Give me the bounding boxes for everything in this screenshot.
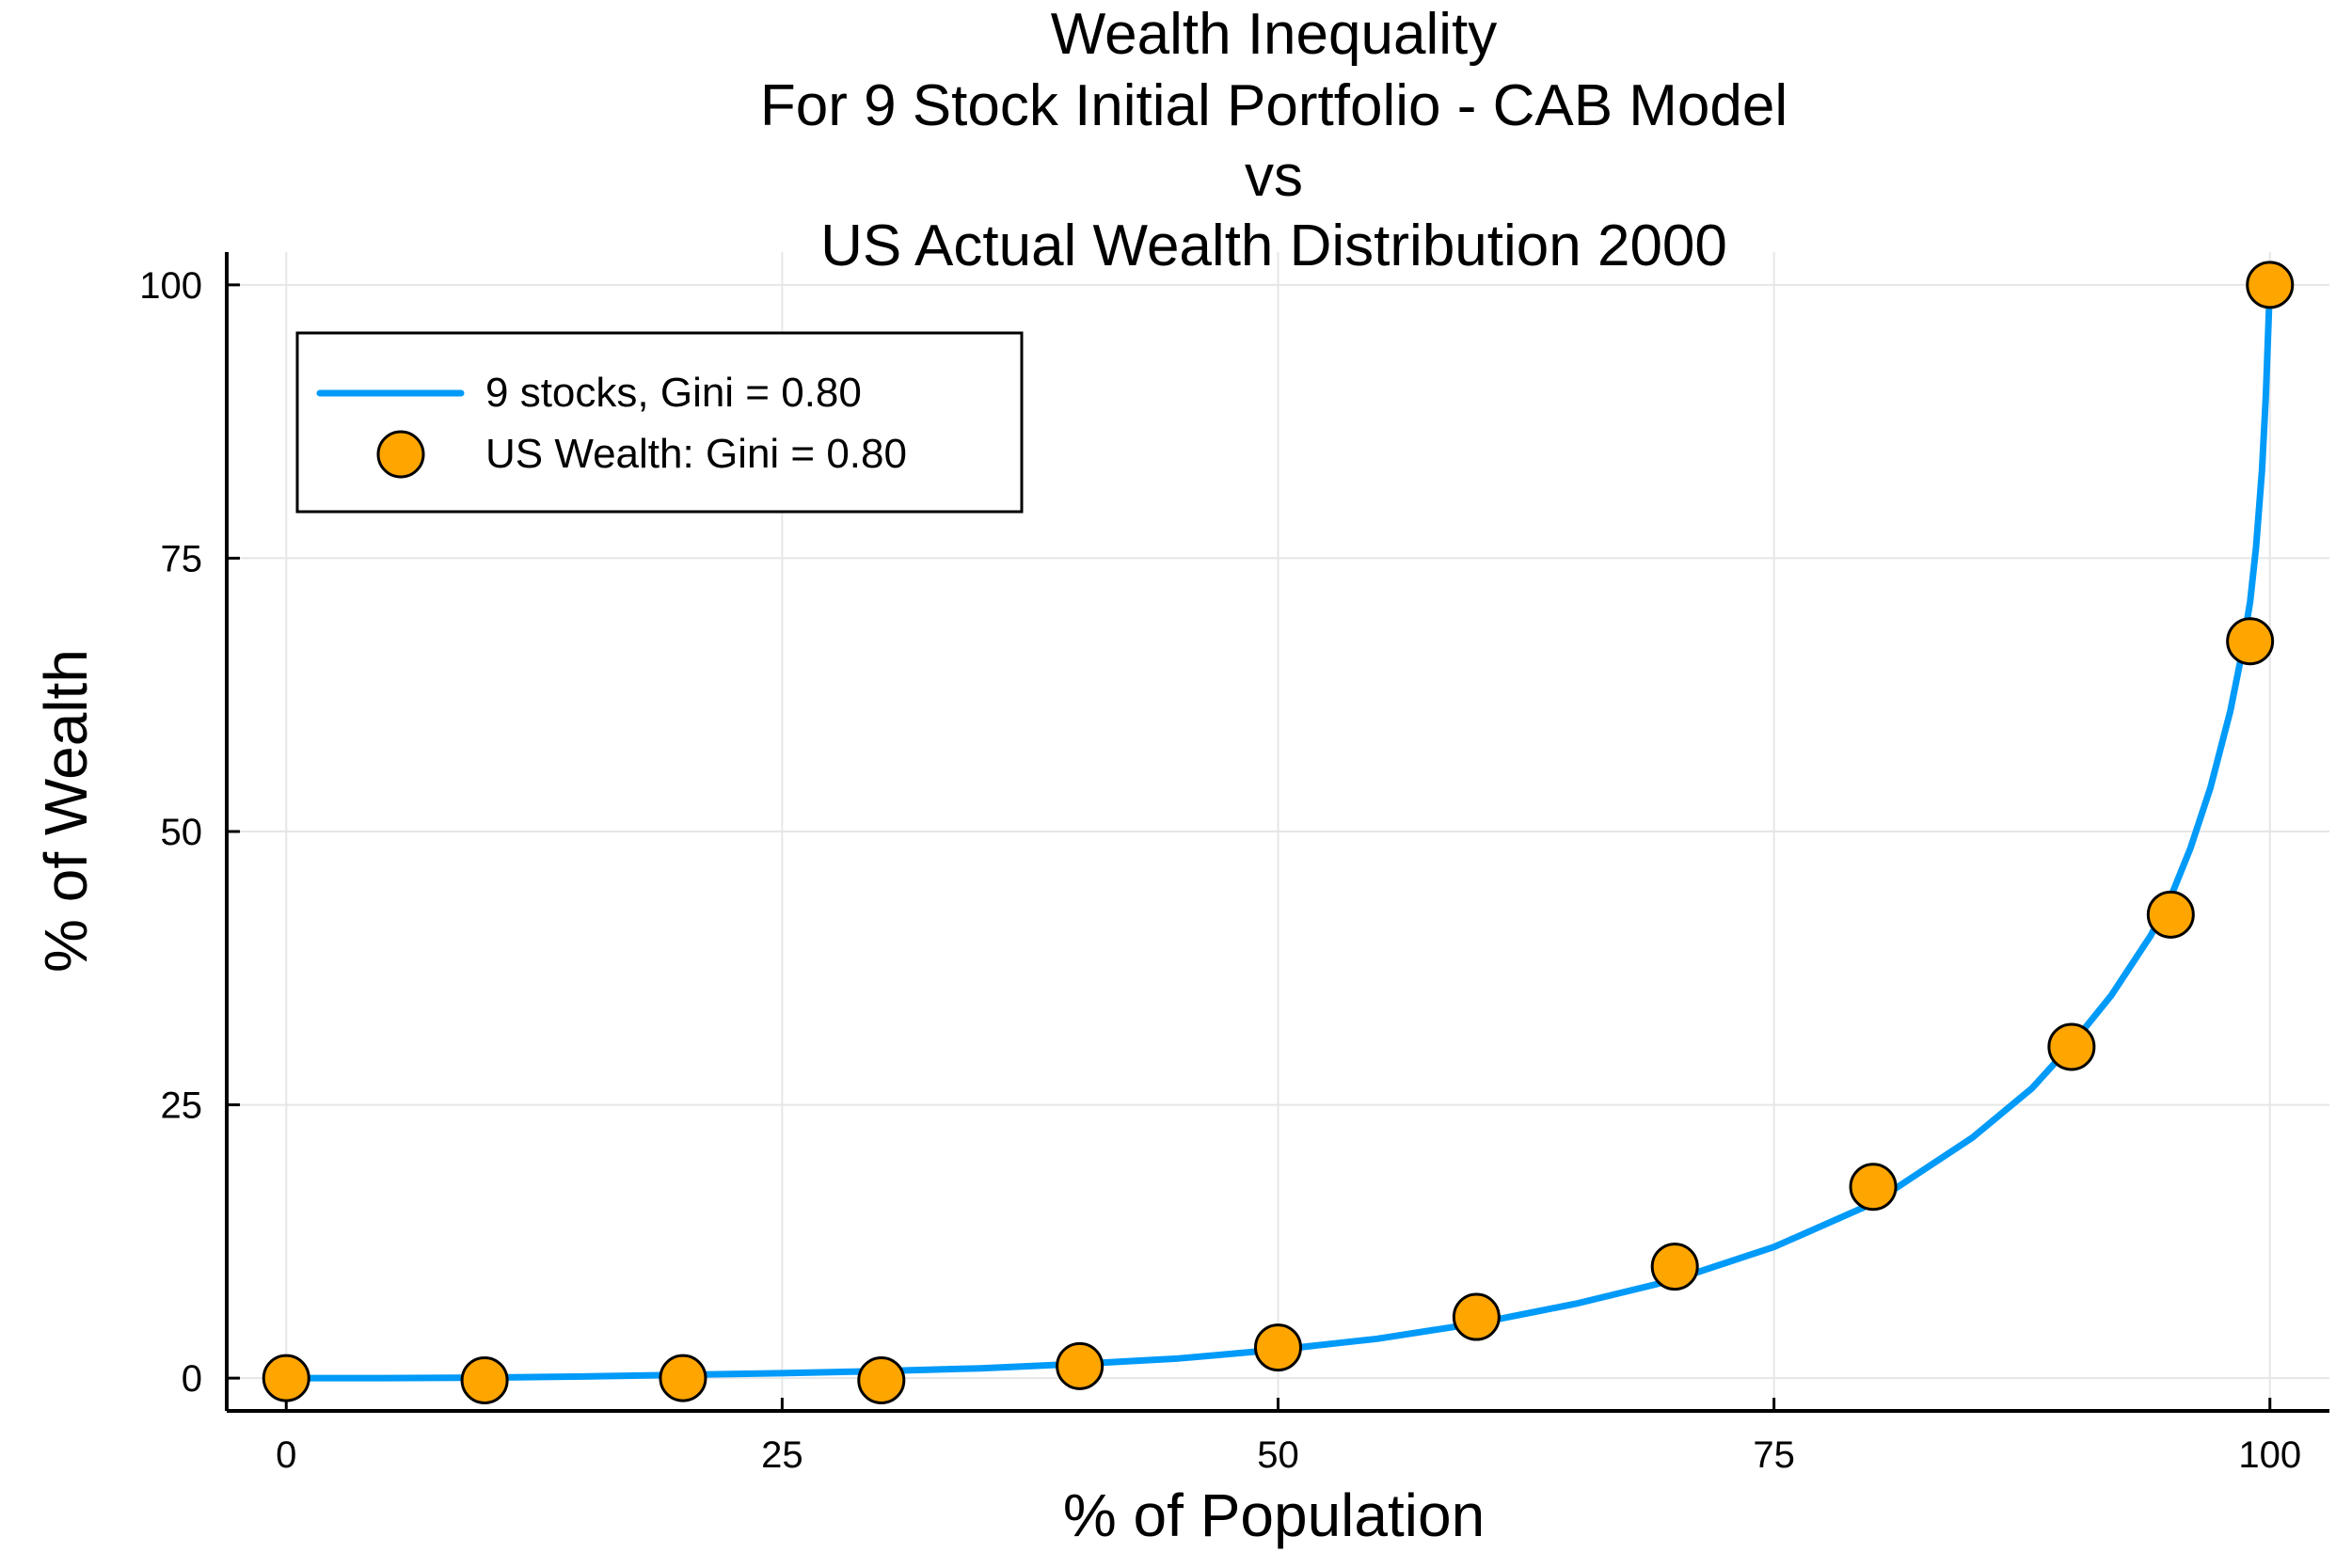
- chart-title-line-2: For 9 Stock Initial Portfolio - CAB Mode…: [760, 73, 1788, 138]
- data-point-1-11: [2226, 617, 2275, 666]
- chart-title-line-3: vs: [1245, 144, 1303, 209]
- data-point-1-12: [2246, 261, 2295, 309]
- y-tick-label-0: 0: [182, 1358, 202, 1400]
- data-point-1-4: [1056, 1341, 1104, 1390]
- data-point-1-7: [1650, 1243, 1699, 1291]
- data-point-1-3: [857, 1355, 906, 1404]
- legend-marker-swatch: [376, 430, 425, 479]
- legend: 9 stocks, Gini = 0.80 US Wealth: Gini = …: [295, 331, 1024, 514]
- tick-labels: 0 25 50 75 100 0 25 50 75 100: [139, 265, 2301, 1476]
- legend-label-line-series: 9 stocks, Gini = 0.80: [485, 370, 862, 416]
- chart-title-line-4: US Actual Wealth Distribution 2000: [820, 214, 1727, 278]
- y-axis-title: % of Wealth: [32, 649, 100, 973]
- y-tick-label-50: 50: [161, 812, 203, 853]
- data-point-1-5: [1254, 1323, 1302, 1372]
- y-tick-label-75: 75: [161, 538, 203, 579]
- data-point-1-1: [460, 1355, 509, 1404]
- x-tick-label-75: 75: [1753, 1434, 1795, 1476]
- chart-title: Wealth Inequality For 9 Stock Initial Po…: [760, 2, 1788, 278]
- data-point-1-10: [2146, 890, 2195, 939]
- x-tick-label-25: 25: [761, 1434, 803, 1476]
- legend-label-scatter-series: US Wealth: Gini = 0.80: [485, 431, 907, 477]
- axes: [225, 252, 2329, 1413]
- data-point-1-0: [262, 1354, 310, 1402]
- plot-area: [262, 261, 2295, 1404]
- x-axis-title: % of Population: [1063, 1481, 1485, 1549]
- legend-box: [295, 331, 1024, 514]
- series-line-0: [282, 281, 2274, 1382]
- y-tick-label-25: 25: [161, 1085, 203, 1127]
- x-tick-label-0: 0: [276, 1434, 296, 1476]
- y-tick-label-100: 100: [139, 265, 202, 307]
- data-point-1-8: [1849, 1163, 1898, 1212]
- data-point-1-9: [2047, 1022, 2096, 1071]
- x-tick-label-50: 50: [1257, 1434, 1299, 1476]
- data-point-1-6: [1452, 1292, 1501, 1341]
- x-tick-label-100: 100: [2238, 1434, 2301, 1476]
- data-point-1-2: [659, 1354, 707, 1402]
- chart-title-line-1: Wealth Inequality: [1051, 2, 1497, 67]
